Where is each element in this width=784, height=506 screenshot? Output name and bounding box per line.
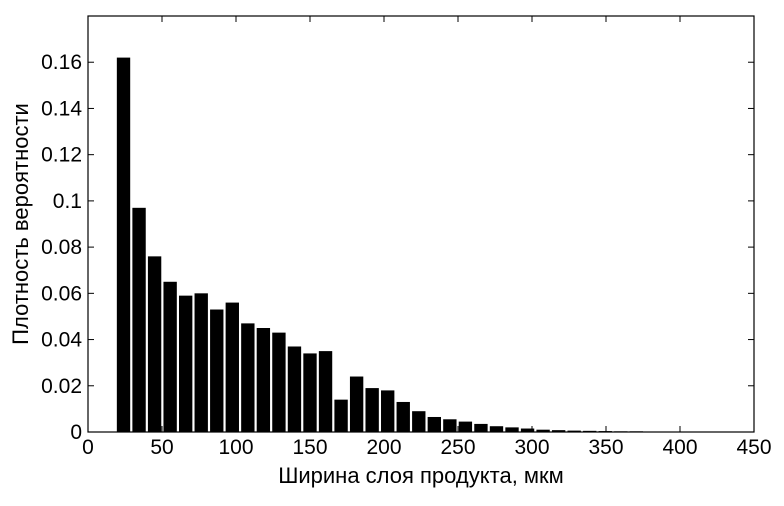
x-tick-label: 150 <box>292 436 327 459</box>
histogram-bar <box>396 401 410 432</box>
y-axis-label: Плотность вероятности <box>8 103 33 345</box>
histogram-bar <box>458 421 473 432</box>
x-axis: 0 50 100 150 200 250 300 350 400 450 <box>82 16 772 459</box>
histogram-bar <box>334 399 348 432</box>
y-tick-label: 0 <box>70 421 82 444</box>
histogram-bar <box>287 346 302 432</box>
y-tick-label: 0.16 <box>41 51 82 74</box>
x-tick-label: 0 <box>82 436 94 459</box>
x-tick-label: 350 <box>588 436 623 459</box>
histogram-bar <box>272 332 286 432</box>
histogram-bar <box>443 419 457 432</box>
y-tick-label: 0.1 <box>53 190 82 213</box>
x-tick-label: 200 <box>366 436 401 459</box>
y-tick-label: 0.12 <box>41 144 82 167</box>
histogram-bar <box>147 256 162 432</box>
bars-group <box>116 57 721 433</box>
y-tick-label: 0.08 <box>41 236 82 259</box>
histogram-bar <box>318 351 333 432</box>
histogram-bar <box>132 207 146 432</box>
histogram-bar <box>536 429 550 432</box>
x-tick-label: 450 <box>736 436 771 459</box>
plot-frame <box>87 15 755 433</box>
y-tick-label: 0.06 <box>41 282 82 305</box>
x-tick-label: 400 <box>662 436 697 459</box>
histogram-bar <box>505 427 519 432</box>
histogram-bar <box>241 323 255 432</box>
y-tick-label: 0.04 <box>41 329 82 352</box>
histogram-bar <box>567 430 581 432</box>
y-tick-label: 0.02 <box>41 375 82 398</box>
y-axis: 0 0.02 0.04 0.06 0.08 0.1 0.12 0.14 0.16 <box>41 51 754 444</box>
histogram-bar <box>520 428 535 432</box>
histogram-bar <box>427 416 441 432</box>
histogram-bar <box>551 430 566 432</box>
histogram-bar <box>303 353 317 432</box>
histogram-bar <box>225 302 239 432</box>
histogram-bar <box>194 293 208 432</box>
x-tick-label: 300 <box>514 436 549 459</box>
x-tick-label: 250 <box>440 436 475 459</box>
histogram-bar <box>163 281 177 432</box>
histogram-bar <box>365 388 379 432</box>
histogram-bar <box>116 57 131 432</box>
histogram-bar <box>474 423 488 432</box>
x-tick-label: 100 <box>218 436 253 459</box>
histogram-bar <box>256 328 271 432</box>
histogram-bar <box>210 309 224 432</box>
histogram-bar <box>489 426 504 432</box>
histogram-bar <box>349 376 364 432</box>
x-axis-label: Ширина слоя продукта, мкм <box>278 463 564 488</box>
histogram-bar <box>381 390 395 432</box>
x-tick-label: 50 <box>150 436 173 459</box>
histogram-bar <box>412 411 426 432</box>
y-tick-label: 0.14 <box>41 97 82 120</box>
histogram-bar <box>179 295 193 432</box>
